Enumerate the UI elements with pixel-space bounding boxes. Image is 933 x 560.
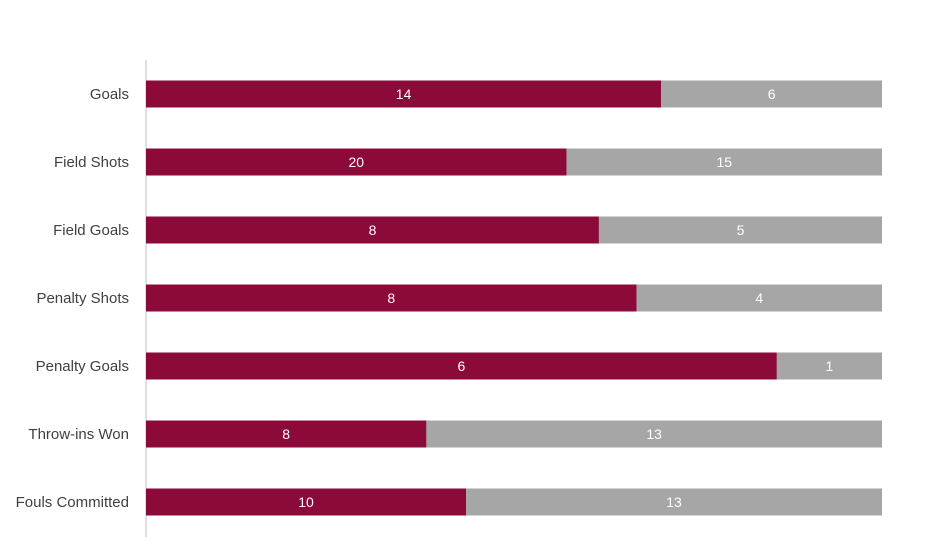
data-label-series-2-4: 1 [826, 358, 834, 374]
data-label-series-1-0: 14 [396, 86, 412, 102]
category-label: Throw-ins Won [28, 426, 129, 443]
category-label: Fouls Committed [16, 494, 129, 511]
category-label: Penalty Shots [36, 290, 129, 307]
bar-series-2-1 [566, 148, 882, 176]
data-label-series-1-6: 10 [298, 494, 314, 510]
category-labels-group: Goals Field Shots Field Goals Penalty Shots… [16, 86, 129, 511]
category-label: Goals [90, 86, 129, 103]
data-label-series-2-5: 13 [646, 426, 662, 442]
data-label-series-1-2: 8 [369, 222, 377, 238]
bar-series-1-4 [146, 352, 777, 380]
data-label-series-2-6: 13 [666, 494, 682, 510]
bar-series-2-2 [598, 216, 882, 244]
bar-series-2-6 [466, 488, 882, 516]
bar-series-1-5 [146, 420, 427, 448]
data-label-series-2-2: 5 [737, 222, 745, 238]
bar-series-1-3 [146, 284, 637, 312]
bar-series-2-0 [661, 80, 882, 108]
bar-series-1-2 [146, 216, 599, 244]
data-label-series-2-3: 4 [755, 290, 763, 306]
category-label: Field Goals [53, 222, 129, 239]
bar-series-1-1 [146, 148, 567, 176]
category-label: Penalty Goals [36, 358, 129, 375]
bars-group: 14 6 20 15 8 5 8 4 6 1 8 13 10 13 [146, 80, 882, 516]
bar-series-1-0 [146, 80, 662, 108]
bar-series-2-5 [426, 420, 882, 448]
category-label: Field Shots [54, 154, 129, 171]
bar-series-2-3 [636, 284, 882, 312]
data-label-series-1-5: 8 [282, 426, 290, 442]
data-label-series-1-4: 6 [458, 358, 466, 374]
data-label-series-1-3: 8 [387, 290, 395, 306]
data-label-series-2-0: 6 [768, 86, 776, 102]
bar-series-2-4 [776, 352, 882, 380]
data-label-series-2-1: 15 [716, 154, 732, 170]
data-label-series-1-1: 20 [348, 154, 364, 170]
bar-series-1-6 [146, 488, 466, 516]
